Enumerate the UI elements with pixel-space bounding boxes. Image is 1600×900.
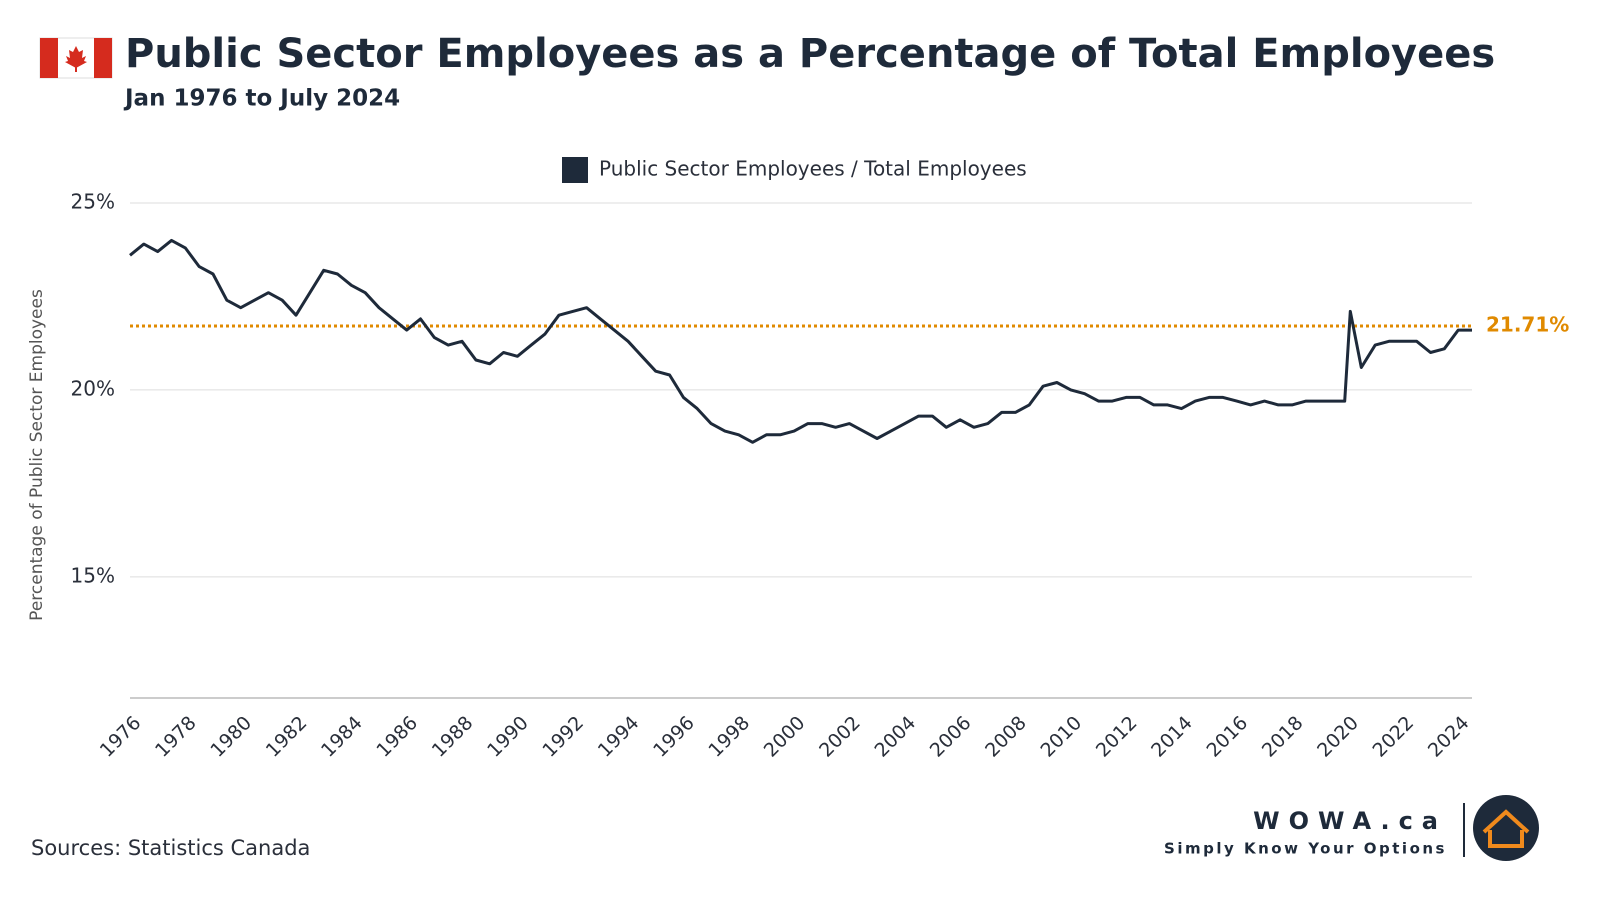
y-tick-label: 25% xyxy=(71,190,115,214)
tagline: Simply Know Your Options xyxy=(1164,840,1447,858)
x-tick-label: 2004 xyxy=(870,712,920,762)
chart-title: Public Sector Employees as a Percentage … xyxy=(125,31,1495,77)
x-tick-label: 1984 xyxy=(317,712,367,762)
x-tick-label: 1986 xyxy=(372,712,422,762)
x-tick-label: 2010 xyxy=(1036,712,1086,762)
x-tick-label: 1998 xyxy=(704,712,754,762)
legend-label: Public Sector Employees / Total Employee… xyxy=(599,157,1027,181)
x-tick-label: 2006 xyxy=(926,712,976,762)
y-axis-label: Percentage of Public Sector Employees xyxy=(27,289,47,621)
chart-subtitle: Jan 1976 to July 2024 xyxy=(123,86,400,112)
x-tick-label: 2024 xyxy=(1424,712,1474,762)
source: Sources: Statistics Canada xyxy=(31,836,310,860)
x-tick-label: 1982 xyxy=(262,712,312,762)
x-tick-label: 1992 xyxy=(538,712,588,762)
x-tick-label: 1996 xyxy=(649,712,699,762)
x-tick-label: 2012 xyxy=(1092,712,1142,762)
x-tick-label: 1976 xyxy=(96,712,146,762)
x-tick-label: 2018 xyxy=(1258,712,1308,762)
data-line xyxy=(129,238,1472,444)
x-tick-label: 1988 xyxy=(428,712,478,762)
x-tick-label: 2002 xyxy=(815,712,865,762)
x-tick-label: 2014 xyxy=(1147,712,1197,762)
x-tick-label: 1990 xyxy=(483,712,533,762)
legend-swatch xyxy=(562,157,588,183)
y-tick-label: 15% xyxy=(71,563,115,587)
brand: WOWA.ca xyxy=(1253,807,1447,835)
x-tick-label: 1980 xyxy=(206,712,256,762)
x-tick-label: 2020 xyxy=(1313,712,1363,762)
x-tick-label: 2000 xyxy=(760,712,810,762)
x-tick-label: 2008 xyxy=(981,712,1031,762)
x-tick-label: 1978 xyxy=(151,712,201,762)
y-tick-label: 20% xyxy=(71,376,115,400)
x-tick-label: 1994 xyxy=(594,712,644,762)
logo xyxy=(1473,795,1539,861)
x-tick-label: 2016 xyxy=(1202,712,1252,762)
reference-label: 21.71% xyxy=(1486,313,1569,337)
x-tick-label: 2022 xyxy=(1368,712,1418,762)
flag xyxy=(39,37,113,79)
